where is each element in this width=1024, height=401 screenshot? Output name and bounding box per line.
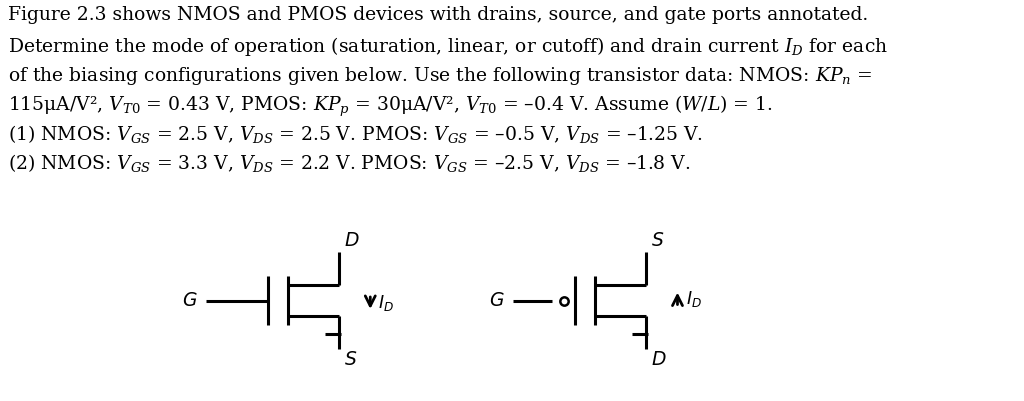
Text: $D$: $D$ [344,232,359,250]
Text: $G$: $G$ [489,292,505,310]
Text: $I_D$: $I_D$ [686,289,701,308]
Text: $S$: $S$ [651,232,665,250]
Text: $G$: $G$ [182,292,198,310]
Text: (2) NMOS: $\mathit{V_{GS}}$ = 3.3 V, $\mathit{V_{DS}}$ = 2.2 V. PMOS: $\mathit{V: (2) NMOS: $\mathit{V_{GS}}$ = 3.3 V, $\m… [8,152,690,174]
Text: (1) NMOS: $\mathit{V_{GS}}$ = 2.5 V, $\mathit{V_{DS}}$ = 2.5 V. PMOS: $\mathit{V: (1) NMOS: $\mathit{V_{GS}}$ = 2.5 V, $\m… [8,123,703,145]
Text: 115μA/V², $\mathit{V_{T0}}$ = 0.43 V, PMOS: $\mathit{KP_p}$ = 30μA/V², $\mathit{: 115μA/V², $\mathit{V_{T0}}$ = 0.43 V, PM… [8,94,773,119]
Text: Figure 2.3 shows NMOS and PMOS devices with drains, source, and gate ports annot: Figure 2.3 shows NMOS and PMOS devices w… [8,6,868,24]
Text: $I_D$: $I_D$ [379,293,394,313]
Text: $D$: $D$ [651,351,667,369]
Text: Determine the mode of operation (saturation, linear, or cutoff) and drain curren: Determine the mode of operation (saturat… [8,35,888,58]
Text: $S$: $S$ [344,351,357,369]
Text: of the biasing configurations given below. Use the following transistor data: NM: of the biasing configurations given belo… [8,65,872,87]
